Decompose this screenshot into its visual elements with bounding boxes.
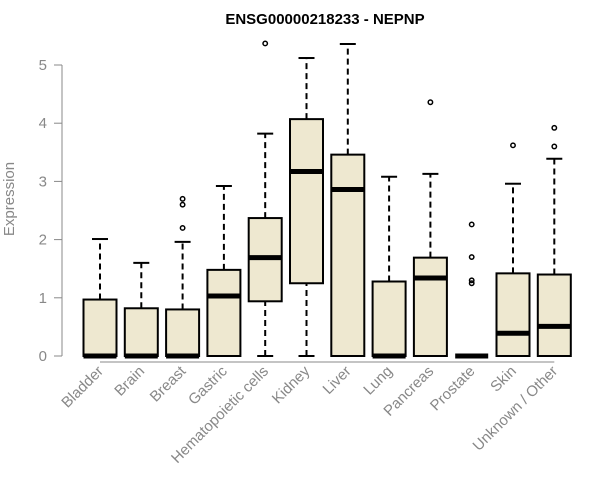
box-group [289,57,324,357]
box-iqr [206,268,242,358]
y-tick-label: 0 [39,348,47,365]
outlier-point [262,40,269,47]
box-group [330,43,366,357]
outlier-point [468,277,475,284]
outlier-point [179,225,186,231]
box-group [495,142,531,357]
box-group [123,261,159,359]
box-group [82,238,118,359]
x-tick-label: Skin [487,363,520,396]
x-tick-label: Brain [111,363,148,400]
outlier-point [510,142,516,149]
box-iqr [536,273,572,357]
box-iqr [123,307,159,357]
box-group [247,40,283,357]
x-tick-label: Kidney [269,362,314,407]
x-tick-label: Prostate [427,363,479,415]
y-axis: 0 1 2 3 4 5 [39,57,555,365]
x-tick-label: Lung [360,363,396,399]
box-iqr [330,153,366,357]
box-iqr [495,272,531,357]
box-group [412,99,448,357]
box-group [536,124,572,357]
plot-area [82,40,572,359]
chart-title: ENSG00000218233 - NEPNP [225,11,424,28]
outlier-point [427,99,434,106]
outlier-point [468,254,475,261]
y-axis-label: Expression [1,162,18,236]
outlier-point [551,124,558,131]
x-tick-label: Bladder [58,363,107,412]
outlier-point [179,201,186,208]
box-group [206,185,242,358]
y-tick-label: 1 [39,290,47,307]
outlier-point [468,221,475,228]
box-iqr [165,308,201,358]
outlier-point [468,280,475,287]
y-tick-label: 4 [39,115,47,132]
box-iqr [289,118,324,285]
x-tick-label: Liver [320,363,355,398]
box-iqr [371,280,407,357]
box-group [455,221,489,359]
y-tick-label: 5 [39,57,47,74]
box-group [371,175,407,359]
box-iqr [82,298,118,357]
outlier-point [551,143,558,150]
x-tick-label: Breast [147,362,190,405]
outlier-point [179,195,186,202]
y-tick-label: 2 [39,232,47,249]
box-group [165,195,201,359]
box-iqr [412,256,448,357]
y-tick-label: 3 [39,173,47,190]
